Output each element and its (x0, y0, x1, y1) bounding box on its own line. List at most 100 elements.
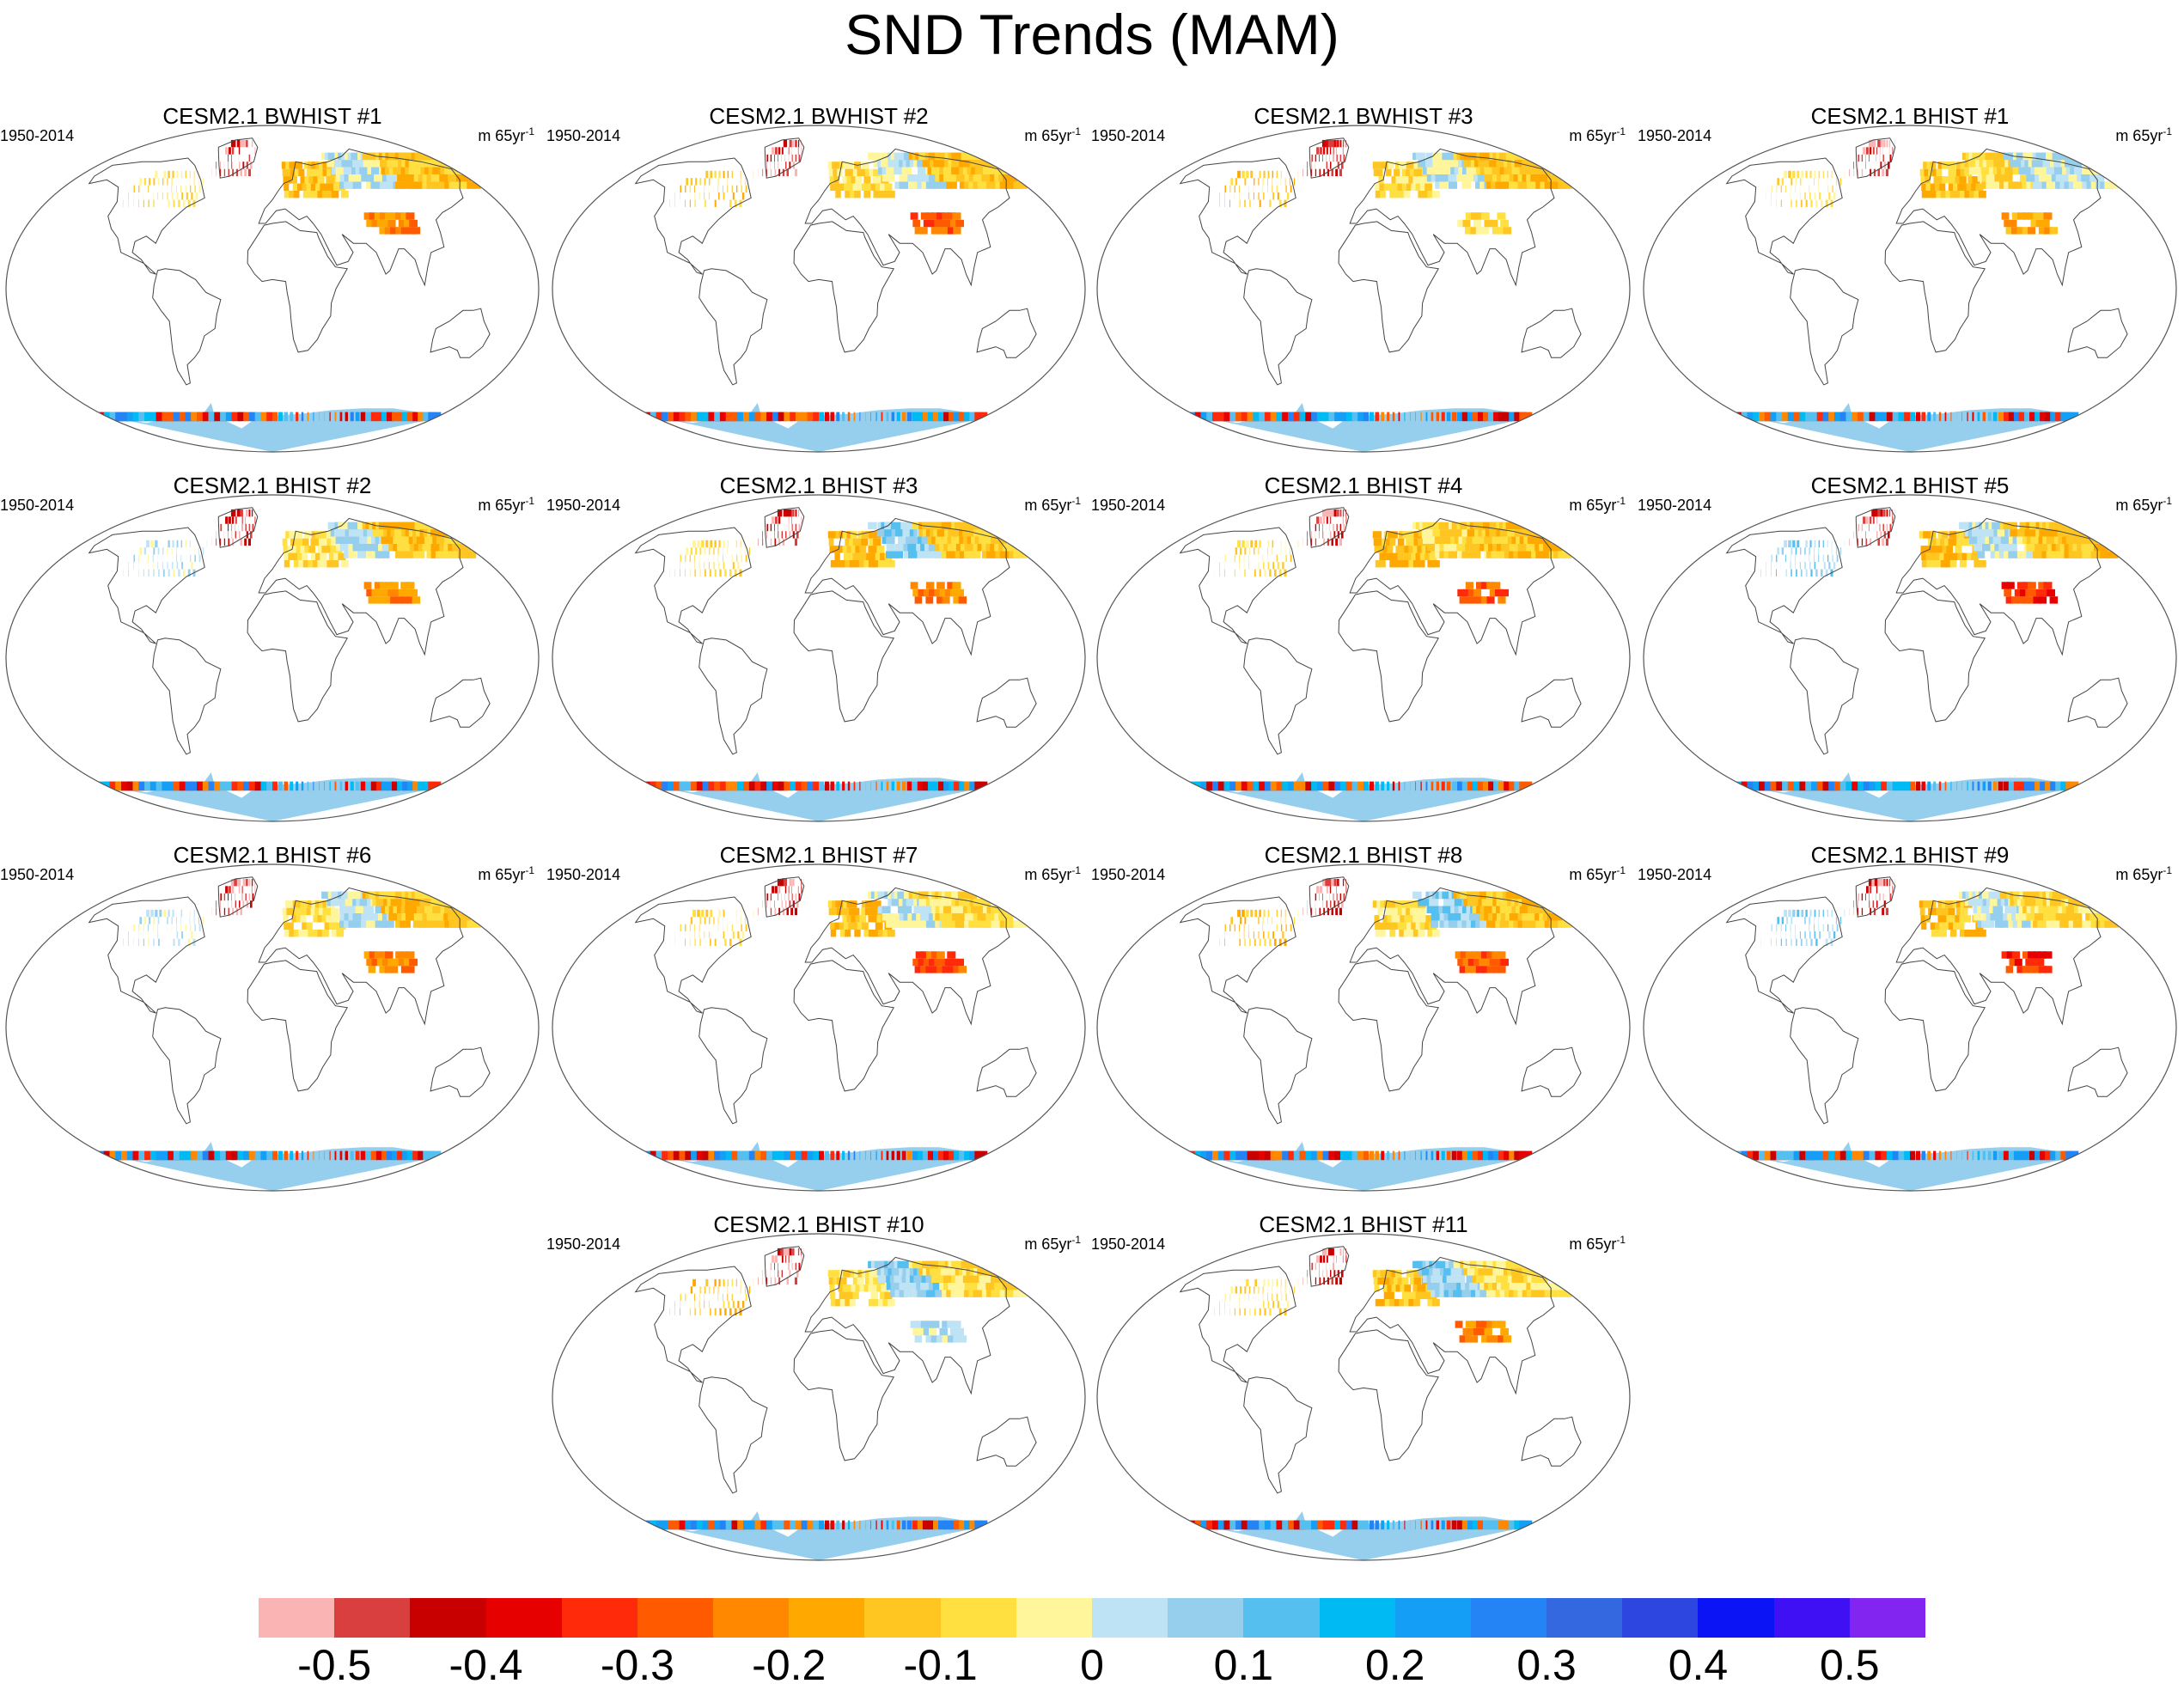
trend-cell (286, 907, 292, 916)
trend-cell (1272, 1301, 1274, 1309)
panel-title: CESM2.1 BHIST #1 (1810, 103, 2010, 129)
trend-cell (1994, 920, 2004, 928)
trend-cell (2004, 219, 2011, 228)
trend-cell (884, 522, 895, 530)
trend-cell (241, 893, 243, 901)
trend-cell (1463, 160, 1477, 168)
trend-cell (302, 191, 309, 198)
trend-cell (1771, 199, 1772, 207)
trend-cell (705, 1278, 709, 1287)
trend-cell (801, 781, 808, 791)
trend-cell (685, 185, 686, 193)
trend-cell (839, 922, 845, 930)
trend-cell (1423, 536, 1431, 544)
trend-cell (344, 551, 352, 558)
trend-cell (830, 781, 835, 791)
trend-cell (704, 562, 705, 570)
trend-cell (365, 1150, 372, 1161)
trend-cell (1401, 552, 1409, 560)
trend-cell (1955, 168, 1964, 177)
trend-cell (729, 938, 732, 946)
trend-cell (931, 951, 940, 959)
trend-cell (1319, 907, 1321, 916)
trend-cell (1964, 538, 1973, 546)
trend-cell (1235, 547, 1238, 555)
trend-cell (1404, 176, 1412, 184)
trend-cell (788, 893, 790, 901)
trend-cell (1421, 546, 1430, 553)
trend-cell (785, 162, 787, 169)
trend-cell (1488, 412, 1498, 422)
trend-cell (959, 160, 975, 168)
trend-cell (857, 183, 864, 191)
trend-cell (303, 162, 311, 169)
trend-cell (382, 589, 391, 597)
trend-cell (942, 212, 950, 220)
trend-cell (1936, 168, 1943, 177)
trend-cell (1259, 540, 1261, 548)
trend-cell (248, 523, 251, 532)
trend-cell (766, 1520, 778, 1530)
trend-cell (1387, 412, 1390, 422)
trend-cell (1315, 523, 1317, 532)
trend-cell (1927, 1150, 1931, 1161)
trend-cell (296, 900, 303, 908)
trend-cell (390, 160, 406, 168)
trend-cell (1267, 562, 1270, 570)
trend-cell (1311, 1150, 1322, 1161)
trend-cell (381, 1150, 389, 1161)
trend-cell (1498, 1150, 1510, 1161)
trend-cell (1982, 412, 1986, 422)
trend-cell (1821, 569, 1823, 577)
trend-cell (467, 920, 481, 928)
trend-cell (1815, 569, 1818, 577)
trend-cell (2014, 589, 2022, 597)
trend-cell (727, 1278, 729, 1287)
trend-cell (1814, 562, 1816, 570)
trend-cell (1796, 569, 1797, 577)
trend-cell (699, 192, 700, 200)
trend-cell (1311, 412, 1322, 422)
trend-cell (1987, 412, 1992, 422)
trend-cell (220, 412, 231, 422)
map-border (552, 1233, 1086, 1561)
trend-cell (1385, 1277, 1392, 1285)
trend-cell (1926, 191, 1932, 198)
trend-cell (412, 227, 421, 235)
trend-cell (955, 589, 964, 597)
trend-cell (933, 412, 942, 422)
map-panel: CESM2.1 BHIST #10 1950-2014 m 65yr-1 (546, 1211, 1091, 1581)
trend-cell (1243, 554, 1245, 563)
trend-cell (384, 966, 393, 973)
trend-cell (1282, 562, 1284, 570)
panel-period: 1950-2014 (546, 866, 621, 883)
trend-cell (1345, 516, 1347, 524)
trend-cell (1497, 212, 1506, 220)
trend-cell (371, 167, 382, 174)
trend-cell (334, 412, 337, 422)
trend-cell (974, 1150, 988, 1161)
trend-cell (1462, 958, 1471, 967)
trend-cell (1415, 781, 1416, 791)
trend-cell (1840, 917, 1842, 924)
trend-cell (786, 168, 789, 177)
panel-title: CESM2.1 BHIST #5 (1810, 473, 2010, 498)
trend-cell (363, 212, 372, 220)
trend-cell (869, 1277, 877, 1285)
trend-cell (1836, 554, 1839, 563)
trend-cell (2049, 227, 2059, 235)
trend-cell (307, 781, 309, 791)
world-map (1643, 863, 2177, 1192)
trend-cell (1868, 139, 1874, 148)
trend-cell (1927, 781, 1931, 791)
trend-cell (312, 930, 320, 937)
trend-cell (180, 185, 182, 193)
trend-cell (857, 1270, 865, 1278)
trend-cell (1939, 552, 1946, 560)
trend-cell (278, 1150, 284, 1161)
trend-cell (680, 1293, 681, 1302)
trend-cell (890, 1290, 899, 1297)
trend-cell (1500, 958, 1509, 967)
trend-cell (1438, 536, 1449, 544)
trend-cell (178, 199, 180, 207)
